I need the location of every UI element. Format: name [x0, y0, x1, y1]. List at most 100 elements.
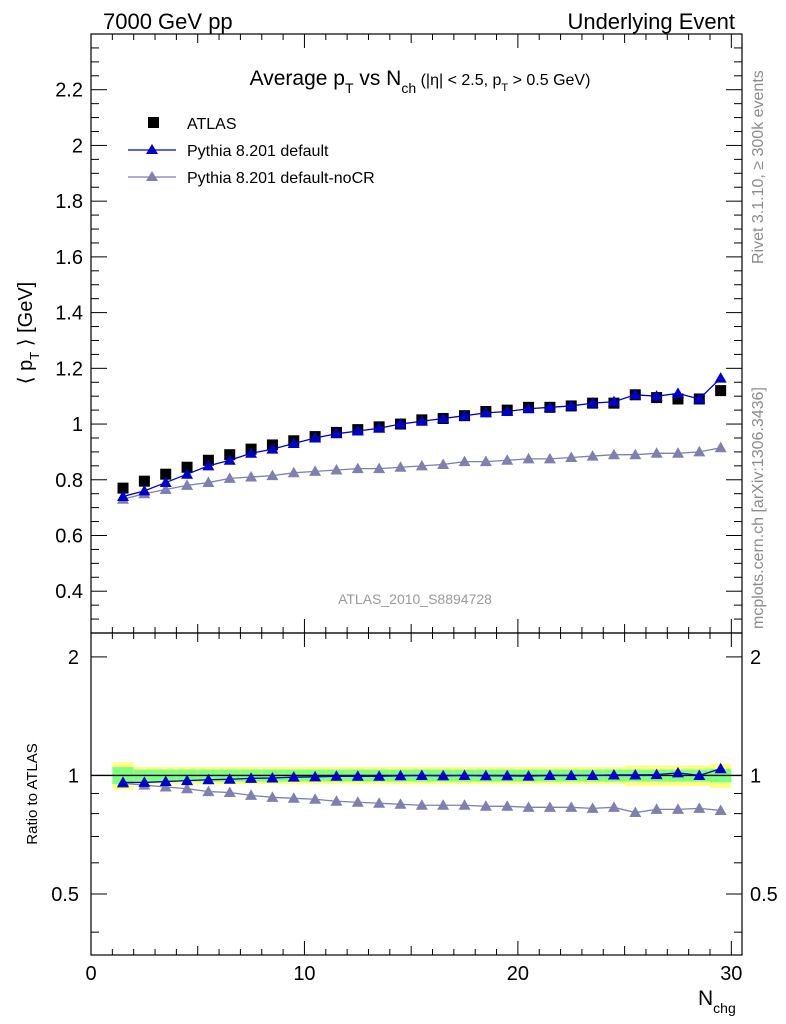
series-line-default: [122, 377, 722, 498]
ylabel-suffix: ⟩ [GeV]: [15, 282, 37, 352]
point-nocr: [181, 479, 194, 490]
main-panel: 0.4 0.6 0.8 1 1.2 1.4 1.6 1.8 2 2.2: [55, 33, 743, 634]
ratio-point-default: [223, 773, 236, 784]
legend-label-nocr: Pythia 8.201 default-noCR: [187, 170, 375, 187]
xlabel: Nchg: [698, 987, 736, 1016]
point-nocr: [543, 452, 556, 464]
ratio-point-nocr: [586, 802, 599, 813]
x-tick-label: 30: [720, 963, 742, 985]
ratio-point-default: [373, 770, 386, 781]
ratio-point-nocr: [565, 801, 578, 812]
point-nocr: [458, 455, 471, 467]
ratio-point-default: [458, 769, 471, 780]
point-nocr: [266, 469, 279, 481]
point-default: [223, 454, 236, 465]
ratio-point-default: [351, 770, 364, 781]
ratio-point-nocr: [373, 797, 386, 808]
ratio-point-default: [159, 775, 172, 787]
ratio-point-default: [138, 776, 151, 787]
ratio-point-nocr: [309, 793, 322, 804]
point-nocr: [373, 462, 386, 474]
title-vs-sub: ch: [401, 80, 416, 96]
ratio-point-nocr: [351, 796, 364, 807]
header-left: 7000 GeV pp: [103, 9, 233, 34]
ratio-point-nocr: [287, 792, 300, 803]
ratio-point-default: [693, 769, 706, 780]
ratio-point-nocr: [245, 789, 258, 800]
ratio-point-nocr: [522, 801, 535, 812]
point-default: [479, 406, 492, 418]
point-nocr: [501, 454, 514, 465]
ratio-point-default: [629, 768, 642, 780]
xlabel-main: N: [698, 987, 713, 1010]
ratio-ylabel: Ratio to ATLAS: [24, 743, 41, 844]
ratio-point-default: [714, 762, 727, 774]
xtick-labels: 0 10 20 30: [85, 963, 742, 985]
point-nocr: [351, 462, 364, 474]
point-nocr: [522, 452, 535, 464]
ratio-point-nocr: [629, 806, 642, 818]
point-nocr: [586, 450, 599, 461]
point-default: [351, 425, 364, 436]
side-label-rivet: Rivet 3.1.10, ≥ 300k events: [750, 70, 767, 264]
point-nocr: [330, 464, 343, 475]
ratio-point-default: [330, 770, 343, 781]
y-tick-label: 0.8: [55, 470, 83, 492]
ratio-point-default: [607, 768, 620, 780]
main-marks: [117, 372, 727, 504]
ratio-point-default: [202, 773, 215, 785]
ratio-point-nocr: [223, 786, 236, 798]
x-tick-label: 0: [85, 963, 96, 985]
ratio-point-default: [415, 769, 428, 780]
point-nocr: [479, 455, 492, 467]
ratio-point-default: [543, 769, 556, 780]
point-nocr: [245, 470, 258, 482]
legend-label-default: Pythia 8.201 default: [187, 143, 329, 160]
y-tick-label: 0.6: [55, 525, 83, 547]
point-nocr: [714, 441, 727, 453]
xlabel-sub: chg: [713, 1000, 736, 1016]
ratio-point-nocr: [266, 791, 279, 802]
header-right: Underlying Event: [567, 9, 735, 34]
point-atlas: [181, 461, 193, 473]
ratio-point-nocr: [479, 800, 492, 811]
chart-title: Average pT vs Nch (|η| < 2.5, pT > 0.5 G…: [250, 67, 591, 96]
ratio-y-tick-label-right: 0.5: [750, 884, 778, 906]
point-nocr: [159, 483, 172, 495]
point-default: [394, 418, 407, 429]
point-nocr: [607, 448, 620, 460]
y-tick-label: 0.4: [55, 581, 83, 603]
point-atlas: [160, 468, 172, 480]
point-atlas: [715, 385, 727, 397]
point-default: [373, 422, 386, 433]
x-tick-label: 10: [293, 963, 315, 985]
point-nocr: [437, 458, 450, 469]
ratio-y-tick-label: 1: [68, 765, 79, 787]
point-default: [565, 399, 578, 411]
point-default: [607, 395, 620, 407]
point-default: [181, 468, 194, 479]
main-axes: 0.4 0.6 0.8 1 1.2 1.4 1.6 1.8 2 2.2: [55, 33, 742, 633]
point-default: [501, 405, 514, 417]
ratio-point-nocr: [693, 802, 706, 813]
main-ylabel: ⟨ pT ⟩ [GeV]: [15, 282, 42, 385]
point-default: [629, 388, 642, 400]
ratio-point-nocr: [501, 800, 514, 811]
point-default: [714, 372, 727, 383]
ratio-point-nocr: [607, 801, 620, 812]
ratio-point-default: [501, 769, 514, 781]
ratio-point-default: [586, 769, 599, 780]
legend-marker-default: [146, 144, 158, 154]
ratio-frame: [90, 632, 743, 956]
point-nocr: [629, 448, 642, 460]
ratio-point-default: [565, 769, 578, 780]
ratio-marks: [91, 762, 742, 818]
point-atlas: [117, 482, 129, 494]
point-atlas: [138, 475, 150, 487]
title-cut2: > 0.5 GeV): [508, 72, 590, 89]
point-default: [458, 409, 471, 421]
ratio-point-default: [394, 769, 407, 781]
point-nocr: [650, 447, 663, 458]
ratio-point-default: [181, 774, 194, 786]
